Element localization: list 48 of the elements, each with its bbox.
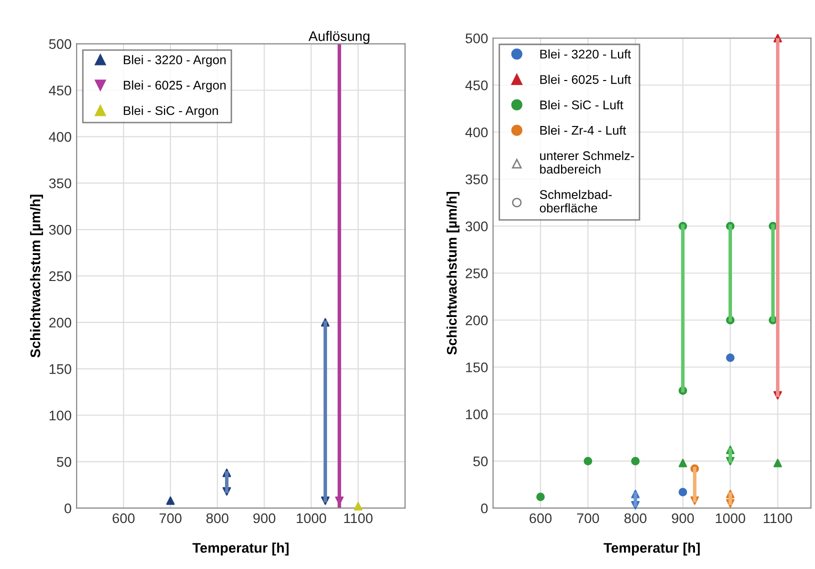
x-tick-label: 1000 xyxy=(296,513,326,524)
x-tick-label: 600 xyxy=(530,513,552,524)
y-tick-label: 50 xyxy=(56,457,72,467)
legend-label: Blei - 3220 - Luft xyxy=(540,49,631,59)
x-tick-label: 1000 xyxy=(716,513,746,524)
x-tick-label: 600 xyxy=(112,513,135,524)
y-tick-label: 150 xyxy=(466,362,488,372)
y-tick-label: 50 xyxy=(473,456,488,466)
y-tick-label: 400 xyxy=(465,127,488,138)
y-tick-label: 300 xyxy=(466,221,488,232)
x-tick-label: 900 xyxy=(672,513,694,524)
x-tick-label: 900 xyxy=(253,513,276,524)
y-tick-label: 400 xyxy=(48,132,72,142)
legend-label: Blei - SiC - Luft xyxy=(540,100,624,110)
legend-label: Blei - 3220 - Argon xyxy=(124,55,226,67)
y-axis-title: Schichtwachstum [µm/h] xyxy=(30,194,44,358)
y-tick-label: 0 xyxy=(481,503,488,514)
y-tick-label: 150 xyxy=(50,364,72,374)
x-axis-title: Temperatur [h] xyxy=(604,542,700,556)
ref-line-label: Auflösung xyxy=(308,30,370,44)
legend-label: Blei - 6025 - Luft xyxy=(540,74,631,84)
y-tick-label: 450 xyxy=(48,86,72,96)
legend-label: unterer Schmelz- badbereich xyxy=(540,150,634,174)
legend-label: Schmelzbad- oberfläche xyxy=(540,190,612,212)
y-tick-label: 200 xyxy=(466,315,488,326)
x-tick-label: 800 xyxy=(624,513,646,524)
y-tick-label: 500 xyxy=(49,39,72,49)
y-tick-label: 500 xyxy=(466,33,488,44)
legend-label: Blei - 6025 - Argon xyxy=(124,80,226,92)
y-tick-label: 100 xyxy=(466,409,488,420)
y-tick-label: 350 xyxy=(49,178,72,188)
y-tick-label: 0 xyxy=(64,503,72,514)
y-tick-label: 350 xyxy=(466,174,488,184)
legend-label: Blei - Zr-4 - Luft xyxy=(540,126,626,135)
x-tick-label: 700 xyxy=(577,513,599,524)
y-tick-label: 250 xyxy=(49,271,72,282)
legend-label: Blei - SiC - Argon xyxy=(124,106,218,118)
x-tick-label: 1100 xyxy=(344,513,373,524)
y-axis-title: Schichtwachstum [µm/h] xyxy=(446,192,460,355)
y-tick-label: 200 xyxy=(49,318,72,328)
x-tick-label: 800 xyxy=(206,513,228,524)
x-tick-label: 700 xyxy=(160,513,182,524)
x-axis-title: Temperatur [h] xyxy=(192,542,289,556)
x-tick-label: 1100 xyxy=(764,513,792,524)
y-tick-label: 300 xyxy=(49,224,72,235)
y-tick-label: 250 xyxy=(466,268,488,278)
y-tick-label: 100 xyxy=(50,410,72,420)
y-tick-label: 450 xyxy=(465,80,488,90)
